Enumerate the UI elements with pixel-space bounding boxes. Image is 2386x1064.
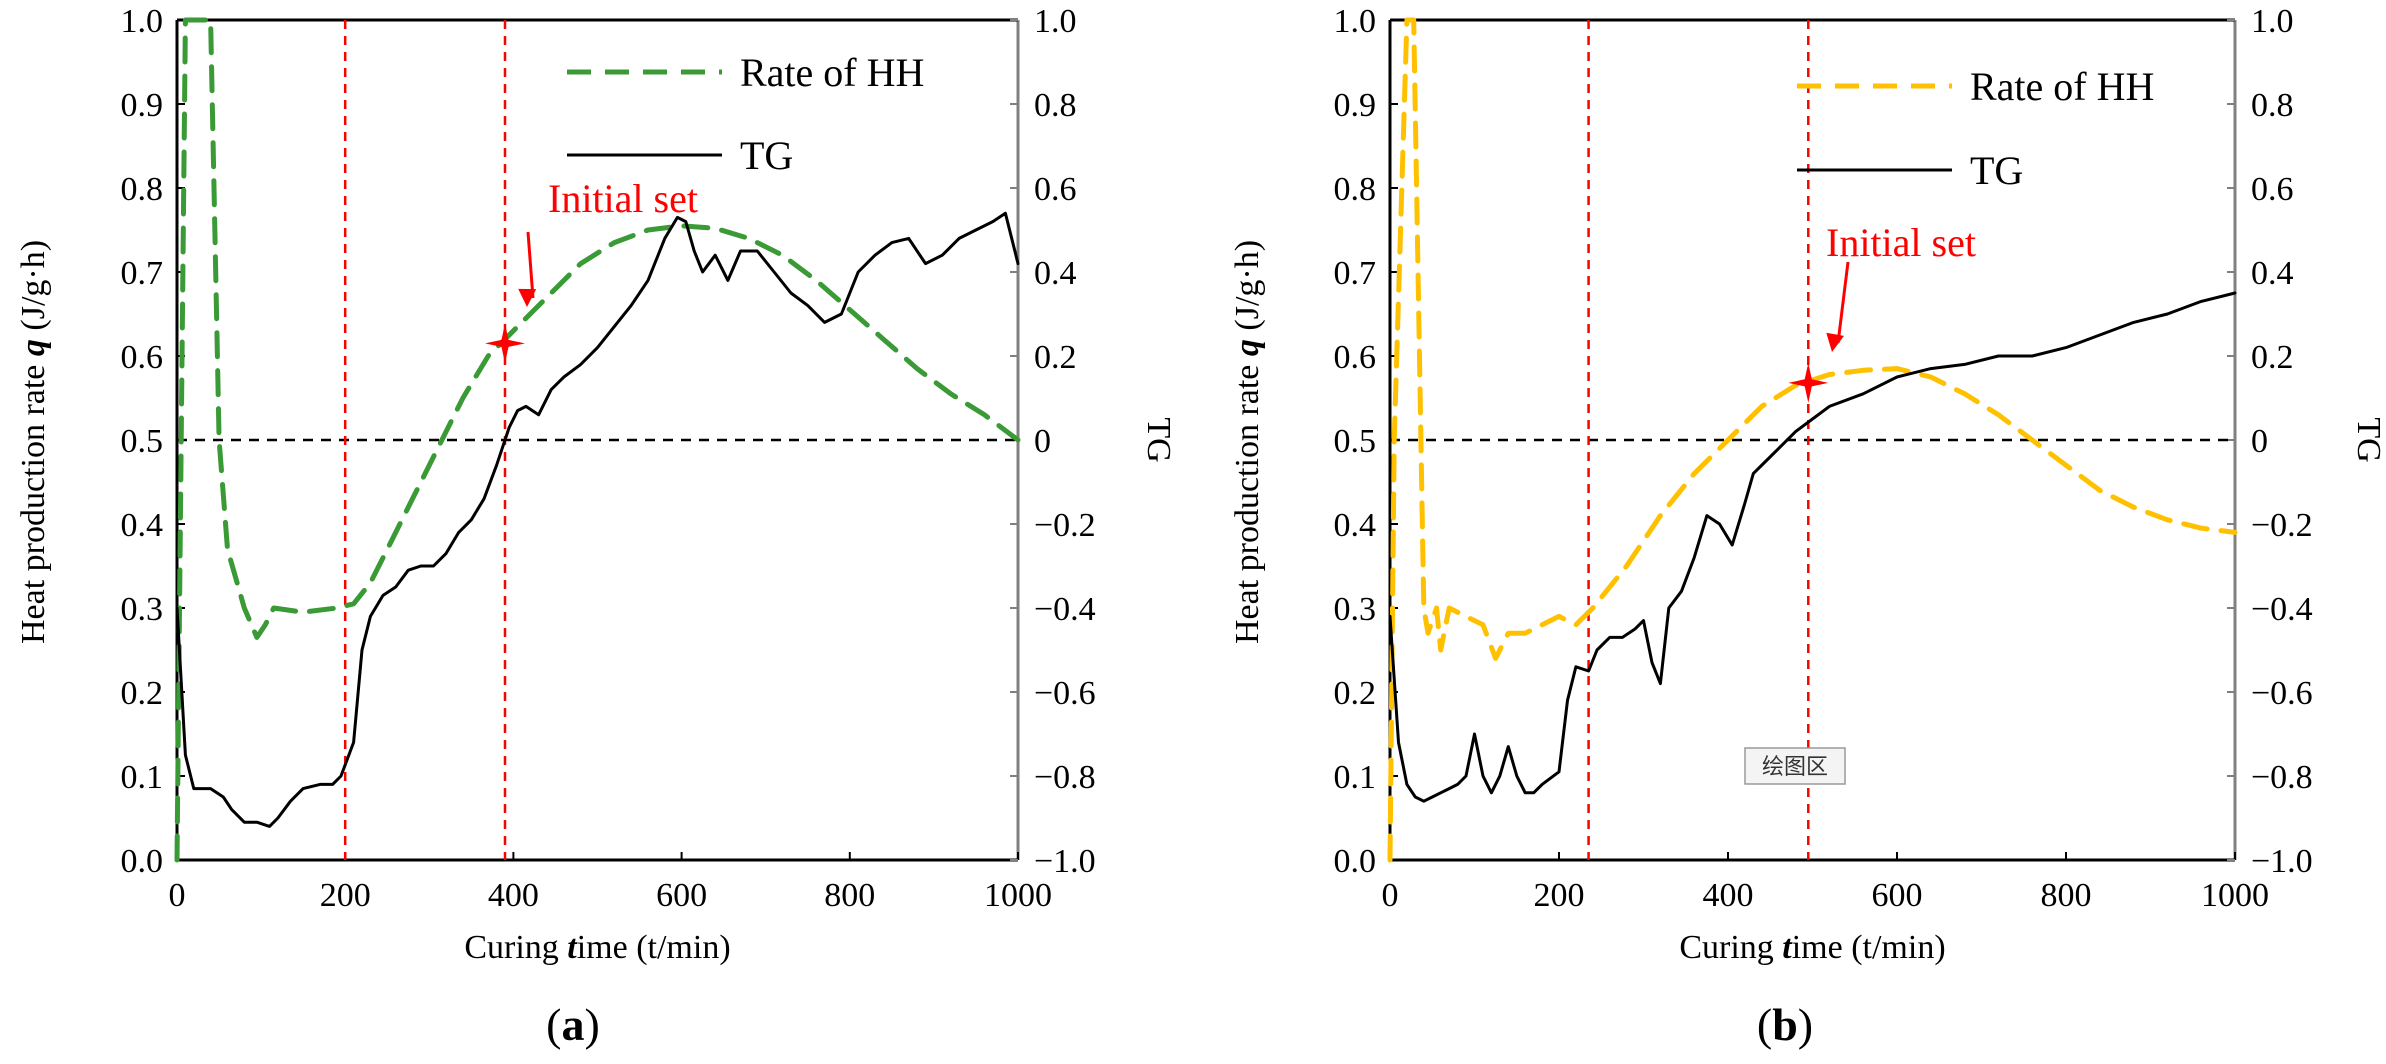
annotation-arrow-head [1826, 332, 1844, 352]
y-right-tick-label: 1.0 [1034, 3, 1077, 40]
initial-set-star-marker [1788, 362, 1829, 403]
x-tick-label: 400 [1703, 877, 1754, 914]
chart-panel-a: 0 200 400 600 800 1000 0.0 0.1 0.2 0.3 0.4 0.5 0.6 0.… [15, 3, 1177, 1050]
y-left-tick-label: 0.0 [121, 843, 164, 880]
y-right-tick-label: 0.2 [1034, 339, 1077, 376]
y-right-tick-label: 0 [2251, 423, 2268, 460]
x-tick-label: 200 [1534, 877, 1585, 914]
x-tick-label: 0 [1382, 877, 1399, 914]
x-tick-label: 400 [488, 877, 539, 914]
chart-panel-b: 0 200 400 600 800 1000 0.0 0.1 0.2 0.3 0.4 0.5 0.6 0.… [1229, 3, 2386, 1050]
y-right-tick-label: −0.2 [2251, 507, 2313, 544]
y-left-tick-label: 0.4 [1334, 507, 1377, 544]
y-right-tick-label: −0.6 [1034, 675, 1096, 712]
annotation-initial-set: Initial set [548, 176, 698, 221]
y-left-tick-label: 0.6 [1334, 339, 1377, 376]
y-right-tick-label: 0.8 [2251, 87, 2294, 124]
y-right-tick-label: 0.6 [2251, 171, 2294, 208]
y-left-tick-label: 0.3 [1334, 591, 1377, 628]
y-left-tick-label: 0.0 [1334, 843, 1377, 880]
series-line-rate-of-hh [1387, 17, 2238, 863]
y-right-tick-label: 0.4 [1034, 255, 1077, 292]
x-tick-label: 1000 [984, 877, 1052, 914]
panel-label: (a) [546, 999, 600, 1050]
series-line-tg [1388, 291, 2237, 803]
y-right-tick-label: −0.4 [1034, 591, 1096, 628]
y-left-tick-label: 0.5 [1334, 423, 1377, 460]
y-left-tick-label: 0.2 [121, 675, 164, 712]
y-right-tick-label: 0.2 [2251, 339, 2294, 376]
y-right-tick-label: 1.0 [2251, 3, 2294, 40]
y-left-tick-label: 0.4 [121, 507, 164, 544]
y-left-tick-label: 0.7 [1334, 255, 1377, 292]
x-tick-label: 800 [824, 877, 875, 914]
legend-label-tg: TG [1970, 148, 2023, 193]
legend-label-rate-of-hh: Rate of HH [1970, 64, 2154, 109]
x-tick-label: 800 [2041, 877, 2092, 914]
annotation-arrow-shaft [526, 231, 535, 299]
y-right-tick-label: 0.6 [1034, 171, 1077, 208]
series-line-rate-of-hh [174, 17, 1021, 863]
y-left-tick-label: 0.6 [121, 339, 164, 376]
plot-area-badge [1744, 747, 1846, 785]
y-left-axis-title: Heat production rate q (J/g·h) [15, 240, 52, 644]
y-right-tick-label: 0.8 [1034, 87, 1077, 124]
y-left-tick-label: 0.5 [121, 423, 164, 460]
initial-set-star-marker [485, 323, 525, 364]
y-right-tick-label: −0.6 [2251, 675, 2313, 712]
x-tick-label: 600 [656, 877, 707, 914]
y-left-tick-label: 0.3 [121, 591, 164, 628]
y-left-tick-label: 0.1 [121, 759, 164, 796]
x-tick-label: 0 [169, 877, 186, 914]
x-tick-label: 200 [320, 877, 371, 914]
y-left-tick-label: 0.9 [121, 87, 164, 124]
y-right-tick-label: 0 [1034, 423, 1051, 460]
x-axis-title: Curing time (t/min) [464, 929, 730, 966]
x-tick-label: 1000 [2201, 877, 2269, 914]
y-right-tick-label: −0.4 [2251, 591, 2313, 628]
y-left-tick-label: 1.0 [1334, 3, 1377, 40]
annotation-initial-set: Initial set [1826, 220, 1976, 265]
y-left-tick-label: 0.2 [1334, 675, 1377, 712]
y-left-tick-label: 0.8 [121, 171, 164, 208]
y-right-tick-label: −1.0 [1034, 843, 1096, 880]
y-right-tick-label: −0.8 [1034, 759, 1096, 796]
y-right-tick-label: −0.8 [2251, 759, 2313, 796]
y-right-axis-title: TG [1140, 417, 1177, 462]
series-line-tg [175, 211, 1020, 828]
y-left-tick-label: 0.1 [1334, 759, 1377, 796]
annotation-arrow-head [518, 288, 537, 307]
legend-label-tg: TG [740, 133, 793, 178]
x-tick-label: 600 [1872, 877, 1923, 914]
y-left-tick-label: 1.0 [121, 3, 164, 40]
y-right-tick-label: 0.4 [2251, 255, 2294, 292]
annotation-arrow-shaft [1836, 261, 1850, 344]
y-right-tick-label: −1.0 [2251, 843, 2313, 880]
y-right-tick-label: −0.2 [1034, 507, 1096, 544]
x-axis-title: Curing time (t/min) [1679, 929, 1945, 966]
plot-area-badge-text: 绘图区 [1762, 755, 1828, 780]
y-left-axis-title: Heat production rate q (J/g·h) [1229, 240, 1266, 644]
y-left-tick-label: 0.8 [1334, 171, 1377, 208]
y-left-tick-label: 0.7 [121, 255, 164, 292]
y-left-tick-label: 0.9 [1334, 87, 1377, 124]
y-right-axis-title: TG [2350, 417, 2386, 462]
legend-label-rate-of-hh: Rate of HH [740, 50, 924, 95]
panel-label: (b) [1757, 999, 1813, 1050]
